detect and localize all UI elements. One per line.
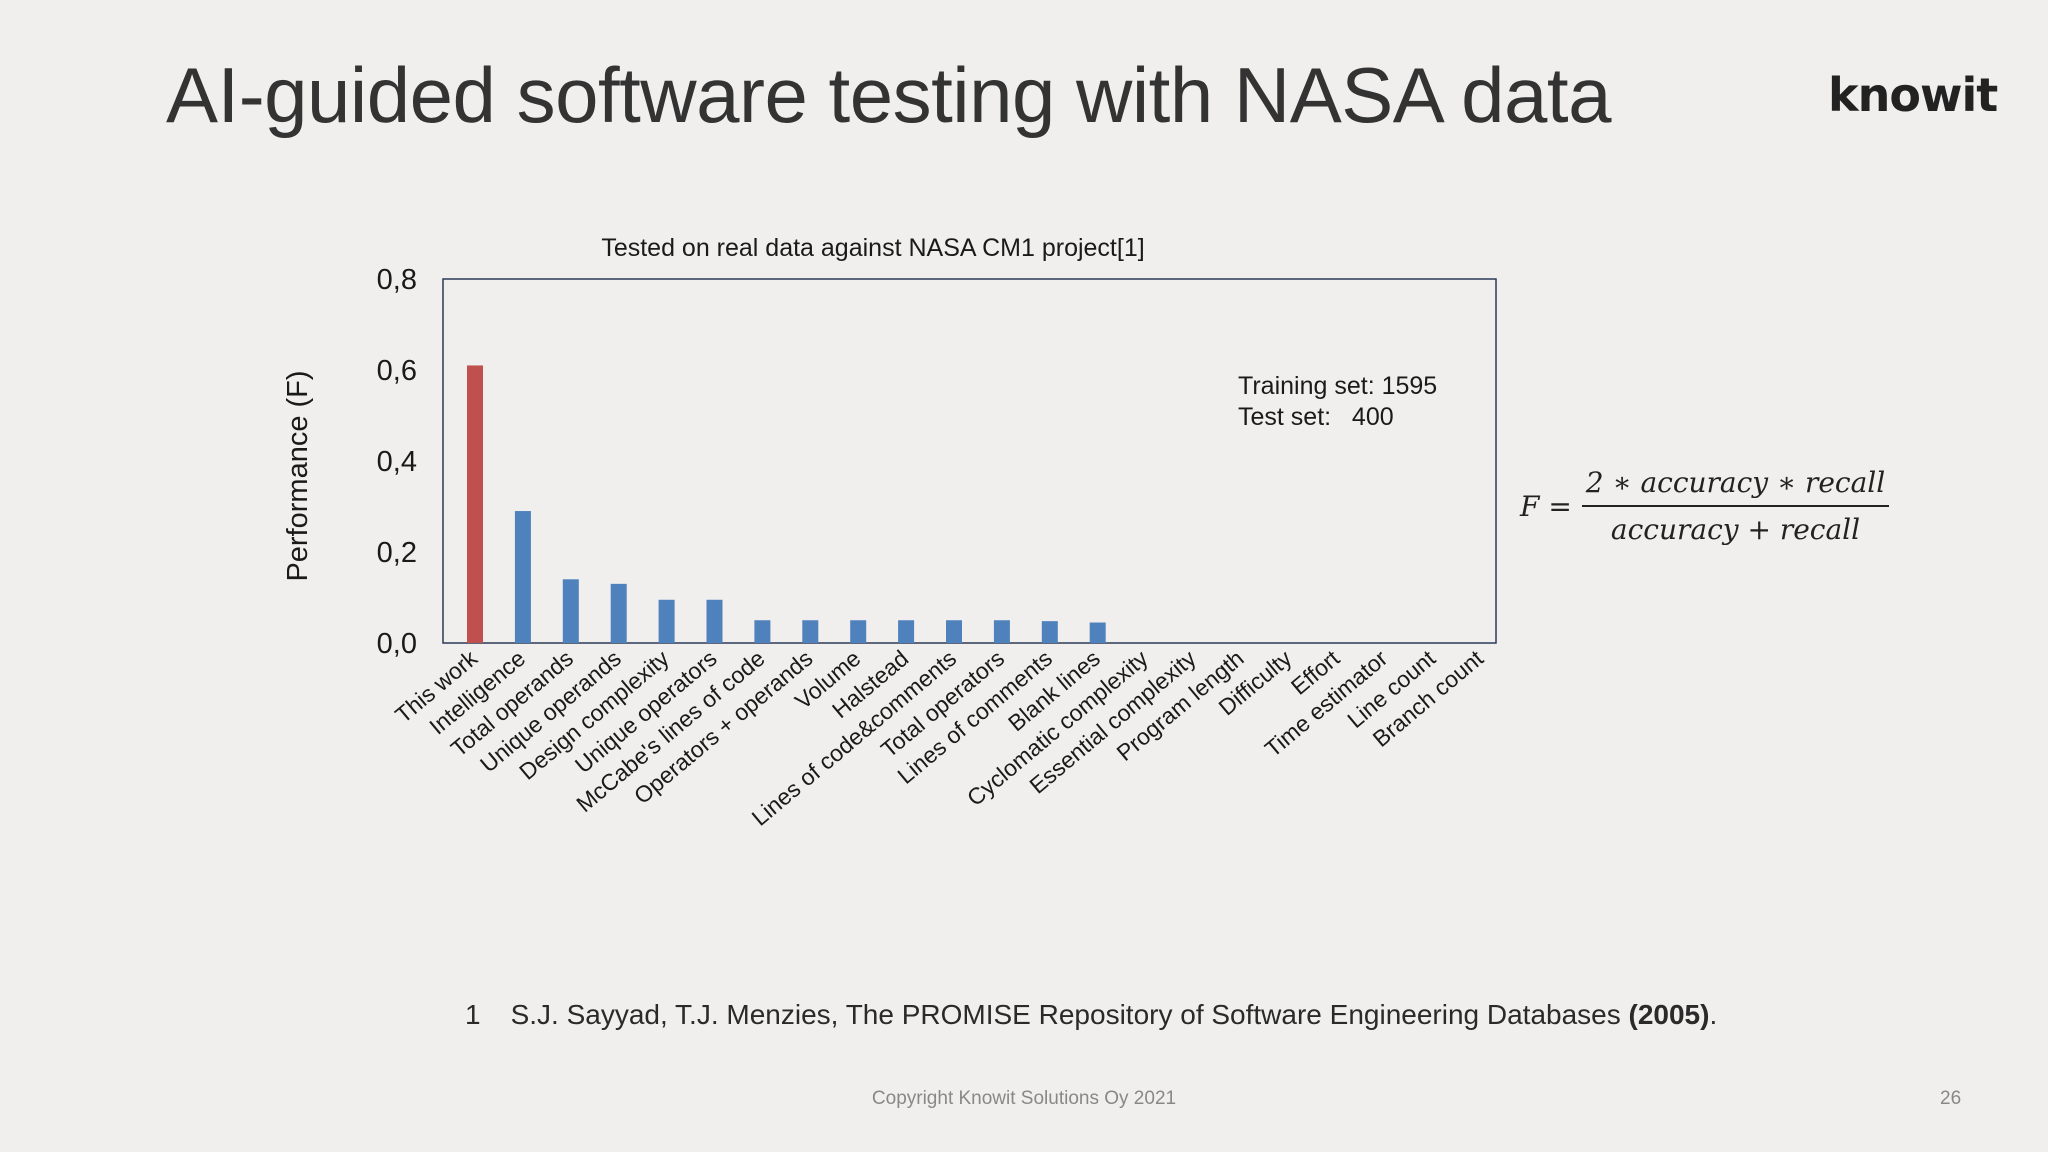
y-tick-label: 0,6 bbox=[377, 355, 417, 387]
bar bbox=[514, 511, 531, 643]
bar bbox=[467, 365, 483, 643]
bar bbox=[850, 620, 867, 643]
y-axis-label: Performance (F) bbox=[282, 370, 314, 581]
reference-end: . bbox=[1709, 999, 1718, 1030]
slide-title: AI-guided software testing with NASA dat… bbox=[166, 51, 1611, 139]
y-tick-label: 0,2 bbox=[377, 537, 417, 569]
bar bbox=[802, 620, 819, 643]
formula-fraction: 2 ∗ accuracy ∗ recall accuracy + recall bbox=[1581, 466, 1890, 546]
reference-text: S.J. Sayyad, T.J. Menzies, The PROMISE R… bbox=[510, 999, 1621, 1030]
training-set-annotation: Training set: 1595 bbox=[1238, 372, 1437, 400]
y-axis-ticks: 0,0 0,2 0,4 0,6 0,8 bbox=[377, 264, 417, 660]
y-tick-label: 0,8 bbox=[377, 264, 417, 296]
bars bbox=[467, 365, 1106, 643]
plot-area-border bbox=[442, 278, 1497, 644]
y-tick-label: 0,4 bbox=[377, 446, 417, 478]
reference-year: (2005) bbox=[1628, 999, 1710, 1030]
reference-citation: 1 S.J. Sayyad, T.J. Menzies, The PROMISE … bbox=[465, 999, 1717, 1031]
test-set-annotation: Test set: 400 bbox=[1238, 403, 1394, 431]
bar bbox=[562, 579, 579, 643]
bar bbox=[754, 620, 771, 643]
formula-lhs: F = bbox=[1520, 489, 1572, 523]
formula-numerator: 2 ∗ accuracy ∗ recall bbox=[1581, 466, 1890, 507]
copyright-footer: Copyright Knowit Solutions Oy 2021 bbox=[871, 1088, 1177, 1109]
bar bbox=[898, 620, 915, 643]
chart-title: Tested on real data against NASA CM1 pro… bbox=[601, 234, 1144, 262]
formula-denominator: accuracy + recall bbox=[1610, 513, 1861, 546]
bar bbox=[658, 599, 675, 643]
bar bbox=[1041, 621, 1058, 643]
y-tick-label: 0,0 bbox=[377, 628, 417, 660]
bar bbox=[706, 599, 723, 643]
bar bbox=[993, 620, 1010, 643]
bar bbox=[610, 583, 627, 643]
reference-number: 1 bbox=[465, 999, 481, 1030]
bar bbox=[1089, 622, 1106, 643]
f-score-formula: F = 2 ∗ accuracy ∗ recall accuracy + rec… bbox=[1520, 466, 1890, 546]
bar bbox=[946, 620, 962, 643]
knowit-logo: knowit bbox=[1828, 68, 1998, 122]
page-number: 26 bbox=[1940, 1088, 1962, 1109]
